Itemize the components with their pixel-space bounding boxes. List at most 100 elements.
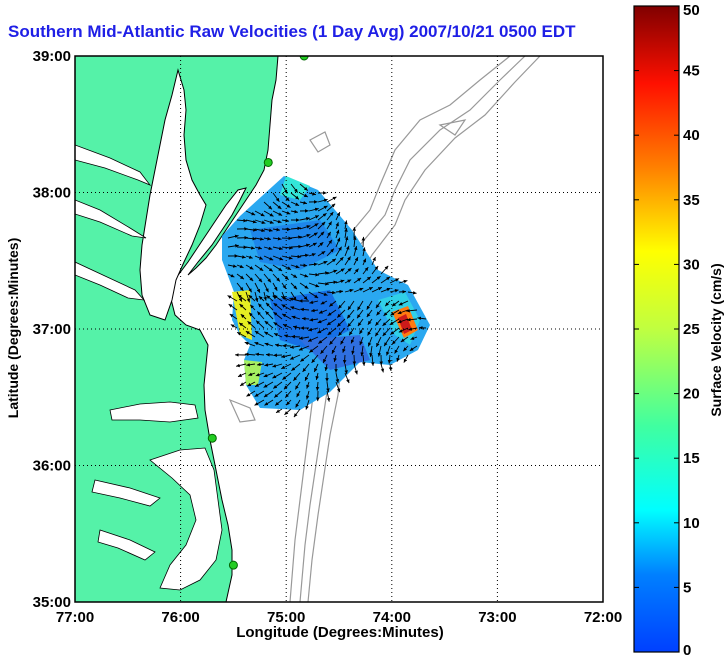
- velocity-arrow: [353, 246, 358, 257]
- velocity-arrow: [274, 399, 283, 406]
- velocity-arrow: [320, 300, 328, 305]
- velocity-arrow: [256, 311, 265, 320]
- x-axis-label: Longitude (Degrees:Minutes): [236, 624, 444, 641]
- velocity-arrow: [281, 246, 293, 250]
- velocity-arrow: [335, 237, 341, 248]
- velocity-arrow: [272, 236, 282, 241]
- velocity-arrow: [302, 363, 310, 373]
- velocity-arrow: [310, 308, 319, 313]
- velocity-arrow: [326, 248, 335, 257]
- velocity-arrow: [357, 300, 364, 311]
- map-grid: [75, 56, 603, 602]
- velocity-arrow: [326, 203, 336, 212]
- velocity-arrow: [396, 354, 400, 362]
- velocity-arrow: [299, 183, 309, 191]
- velocity-arrow: [257, 303, 265, 311]
- velocity-arrow: [308, 262, 318, 267]
- velocity-arrow: [272, 372, 283, 379]
- velocity-arrow: [335, 256, 344, 266]
- velocity-arrow: [281, 255, 293, 260]
- velocity-arrow: [254, 399, 265, 406]
- velocity-arrow: [386, 345, 391, 356]
- velocity-arrow: [317, 198, 328, 203]
- velocity-arrow: [236, 273, 245, 280]
- velocity-arrow: [397, 318, 409, 324]
- velocity-arrow: [335, 211, 341, 221]
- velocity-arrow: [305, 390, 310, 400]
- velocity-arrow: [324, 363, 329, 371]
- velocity-arrow: [326, 290, 336, 295]
- velocity-arrow: [383, 336, 391, 347]
- velocity-arrow: [398, 279, 408, 284]
- velocity-arrow: [284, 334, 292, 338]
- velocity-arrow: [311, 354, 319, 364]
- velocity-arrow: [352, 236, 357, 248]
- velocity-arrow: [227, 244, 239, 248]
- velocity-arrow: [229, 313, 238, 320]
- velocity-arrow: [281, 282, 287, 290]
- velocity-arrow: [382, 327, 391, 337]
- velocity-arrow: [290, 264, 300, 269]
- velocity-arrow: [317, 271, 329, 275]
- velocity-arrow: [254, 330, 265, 338]
- velocity-arrow: [299, 192, 309, 198]
- velocity-arrow: [245, 228, 257, 232]
- velocity-arrow: [352, 354, 357, 366]
- velocity-arrow: [263, 201, 273, 210]
- velocity-arrow: [263, 219, 274, 224]
- velocity-arrow: [230, 324, 238, 329]
- velocity-arrow: [344, 363, 348, 375]
- velocity-arrow: [391, 300, 400, 307]
- velocity-arrow: [367, 318, 373, 325]
- velocity-arrow: [406, 308, 418, 313]
- velocity-arrow: [362, 247, 366, 257]
- velocity-arrow: [254, 246, 263, 250]
- velocity-arrow: [403, 354, 409, 363]
- velocity-arrow: [299, 273, 309, 278]
- velocity-arrow: [263, 291, 267, 301]
- velocity-arrow: [408, 327, 418, 331]
- velocity-arrow: [245, 330, 256, 338]
- velocity-arrow: [366, 300, 373, 310]
- velocity-arrow: [308, 223, 319, 230]
- velocity-arrow: [290, 306, 301, 311]
- velocity-arrow: [239, 303, 247, 311]
- velocity-arrow: [299, 263, 308, 268]
- velocity-arrow: [239, 381, 247, 387]
- velocity-arrow: [240, 313, 247, 320]
- velocity-arrow: [317, 250, 326, 257]
- velocity-arrow: [290, 201, 300, 207]
- velocity-arrow: [344, 227, 348, 239]
- velocity-arrow: [265, 302, 274, 311]
- velocity-arrow: [344, 279, 352, 284]
- velocity-arrow: [335, 279, 345, 284]
- velocity-arrow: [284, 408, 292, 416]
- velocity-arrow: [327, 309, 337, 317]
- velocity-arrow: [353, 268, 359, 275]
- velocity-arrow: [328, 300, 337, 307]
- velocity-arrow: [308, 207, 319, 212]
- colorbar-tick-label: 35: [683, 192, 700, 209]
- shore-stations: [207, 56, 309, 570]
- velocity-arrow: [291, 363, 301, 372]
- velocity-arrow: [327, 327, 337, 336]
- velocity-arrow: [272, 201, 282, 210]
- velocity-arrow: [246, 390, 256, 397]
- velocity-arrow: [263, 264, 274, 272]
- colorbar-tick-label: 40: [683, 127, 700, 144]
- velocity-arrow: [245, 282, 253, 293]
- velocity-arrow: [293, 325, 301, 329]
- colorbar-tick-label: 20: [683, 386, 700, 403]
- velocity-arrow: [281, 218, 290, 223]
- velocity-arrow: [299, 282, 309, 290]
- velocity-arrow: [247, 320, 256, 329]
- velocity-arrow: [353, 287, 364, 293]
- velocity-arrow: [344, 372, 350, 384]
- velocity-arrow: [389, 289, 399, 293]
- velocity-arrow: [255, 320, 265, 329]
- velocity-arrow: [263, 210, 274, 217]
- y-axis-label: Latitude (Degrees:Minutes): [5, 237, 21, 419]
- velocity-arrow: [281, 304, 292, 311]
- velocity-arrow: [290, 192, 300, 200]
- velocity-arrow: [272, 282, 278, 291]
